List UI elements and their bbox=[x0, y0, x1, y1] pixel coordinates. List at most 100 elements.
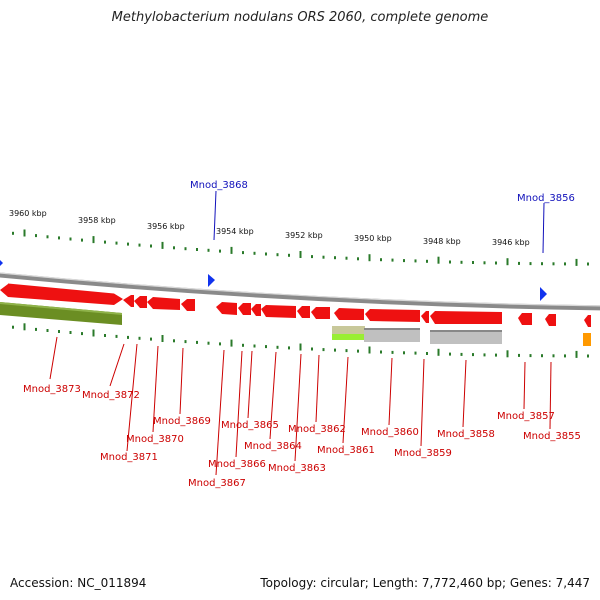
gene-arrow-8[interactable] bbox=[251, 304, 261, 316]
scale-top-tick bbox=[380, 258, 382, 262]
scale-top-tick bbox=[518, 261, 520, 265]
gene-label-mnod-3864[interactable]: Mnod_3864 bbox=[244, 441, 302, 452]
scale-top-tick bbox=[495, 261, 497, 265]
feature-tan-bar[interactable] bbox=[332, 326, 365, 334]
gene-track[interactable] bbox=[0, 283, 591, 328]
scale-bottom-tick bbox=[311, 347, 313, 351]
marker-left-edge[interactable] bbox=[0, 258, 3, 268]
scale-top-tick bbox=[564, 262, 566, 266]
gene-arrow-17[interactable] bbox=[545, 314, 556, 326]
gene-label-mnod-3863[interactable]: Mnod_3863 bbox=[268, 463, 326, 474]
scale-top-tick bbox=[299, 251, 302, 258]
scale-top-tick bbox=[391, 258, 394, 262]
gene-arrow-18[interactable] bbox=[584, 315, 591, 327]
scale-top-tick bbox=[230, 246, 233, 254]
marker-mnod-3856[interactable] bbox=[540, 287, 547, 301]
gene-arrow-14[interactable] bbox=[421, 311, 429, 323]
leader-mnod-3862 bbox=[315, 354, 320, 423]
scale-ticks-top bbox=[12, 229, 589, 266]
gene-arrow-1[interactable] bbox=[0, 283, 123, 306]
gene-label-mnod-3857[interactable]: Mnod_3857 bbox=[497, 411, 555, 422]
scale-bottom-tick bbox=[495, 353, 497, 357]
scale-bottom-tick bbox=[299, 343, 302, 351]
gene-label-mnod-3865[interactable]: Mnod_3865 bbox=[221, 420, 279, 431]
scale-bottom-tick bbox=[288, 346, 290, 350]
scale-top-tick bbox=[472, 261, 474, 264]
gene-arrow-12[interactable] bbox=[334, 308, 364, 320]
scale-top-tick bbox=[460, 260, 463, 264]
scale-bottom-tick bbox=[414, 351, 417, 355]
scale-bottom-tick bbox=[334, 348, 336, 352]
gene-arrow-3[interactable] bbox=[134, 296, 147, 308]
gene-label-mnod-3866[interactable]: Mnod_3866 bbox=[208, 459, 266, 470]
gene-label-mnod-3870[interactable]: Mnod_3870 bbox=[126, 434, 184, 445]
gene-arrow-11[interactable] bbox=[311, 307, 330, 319]
scale-top-tick bbox=[242, 251, 244, 255]
gene-arrow-15[interactable] bbox=[430, 311, 502, 324]
scale-bottom-tick bbox=[460, 352, 463, 356]
feature-orange-bar[interactable] bbox=[583, 333, 591, 346]
scale-bottom-tick bbox=[472, 353, 474, 357]
scale-label-3952: 3952 kbp bbox=[285, 231, 323, 240]
gene-label-mnod-3855[interactable]: Mnod_3855 bbox=[523, 431, 581, 442]
gene-label-mnod-3873[interactable]: Mnod_3873 bbox=[23, 384, 81, 395]
scale-bottom-tick bbox=[253, 344, 256, 348]
feature-grey-bar-2-top bbox=[430, 330, 502, 332]
scale-bottom-tick bbox=[368, 346, 371, 354]
feature-olive-bar[interactable] bbox=[0, 302, 122, 325]
gene-label-mnod-3869[interactable]: Mnod_3869 bbox=[153, 416, 211, 427]
scale-bottom-tick bbox=[161, 335, 164, 342]
scale-top-tick bbox=[587, 262, 589, 266]
gene-label-mnod-3868[interactable]: Mnod_3868 bbox=[190, 180, 248, 191]
gene-label-mnod-3859[interactable]: Mnod_3859 bbox=[394, 448, 452, 459]
scale-top-tick bbox=[541, 262, 543, 266]
leader-mnod-3858 bbox=[462, 359, 467, 428]
scale-top-tick bbox=[81, 238, 83, 242]
scale-bottom-tick bbox=[529, 354, 532, 358]
gene-arrow-6[interactable] bbox=[216, 302, 237, 315]
scale-top-tick bbox=[58, 236, 60, 240]
scale-top-tick bbox=[552, 262, 555, 266]
scale-bottom-tick bbox=[184, 340, 187, 344]
leader-mnod-3860 bbox=[388, 357, 393, 426]
gene-arrow-10[interactable] bbox=[297, 306, 310, 318]
gene-label-mnod-3861[interactable]: Mnod_3861 bbox=[317, 445, 375, 456]
gene-arrow-9[interactable] bbox=[261, 305, 296, 318]
gene-label-mnod-3858[interactable]: Mnod_3858 bbox=[437, 429, 495, 440]
feature-lime-bar[interactable] bbox=[332, 334, 364, 340]
scale-top-tick bbox=[69, 237, 72, 241]
gene-label-mnod-3871[interactable]: Mnod_3871 bbox=[100, 452, 158, 463]
scale-top-tick bbox=[161, 241, 164, 249]
gene-label-mnod-3867[interactable]: Mnod_3867 bbox=[188, 478, 246, 489]
leader-mnod-3863 bbox=[294, 353, 302, 462]
scale-top-tick bbox=[414, 259, 417, 263]
gene-arrow-16[interactable] bbox=[518, 313, 532, 325]
gene-arrow-2[interactable] bbox=[123, 295, 134, 307]
leader-mnod-3872 bbox=[109, 343, 125, 387]
scale-bottom-tick bbox=[426, 352, 428, 355]
gene-label-mnod-3872[interactable]: Mnod_3872 bbox=[82, 390, 140, 401]
scale-top-tick bbox=[483, 261, 486, 265]
scale-top-tick bbox=[92, 236, 95, 244]
gene-arrow-4[interactable] bbox=[147, 297, 180, 310]
gene-label-mnod-3860[interactable]: Mnod_3860 bbox=[361, 427, 419, 438]
scale-bottom-tick bbox=[35, 327, 37, 331]
gene-arrow-5[interactable] bbox=[181, 299, 195, 311]
scale-bottom-tick bbox=[23, 323, 26, 331]
feature-grey-bar-1[interactable] bbox=[364, 328, 420, 342]
leader-mnod-3855 bbox=[549, 361, 552, 430]
scale-bottom-tick bbox=[69, 331, 72, 334]
scale-top-tick bbox=[104, 240, 106, 244]
marker-mnod-3868[interactable] bbox=[208, 274, 215, 287]
scale-bottom-tick bbox=[575, 350, 578, 358]
gene-arrow-13[interactable] bbox=[365, 309, 420, 322]
gene-label-mnod-3856[interactable]: Mnod_3856 bbox=[517, 193, 575, 204]
gene-arrow-7[interactable] bbox=[238, 303, 251, 315]
scale-bottom-tick bbox=[437, 348, 440, 356]
genome-backbone bbox=[0, 272, 600, 311]
feature-grey-bar-2[interactable] bbox=[430, 330, 502, 344]
gene-label-mnod-3862[interactable]: Mnod_3862 bbox=[288, 424, 346, 435]
scale-label-3956: 3956 kbp bbox=[147, 222, 185, 231]
scale-top-tick bbox=[403, 259, 405, 263]
